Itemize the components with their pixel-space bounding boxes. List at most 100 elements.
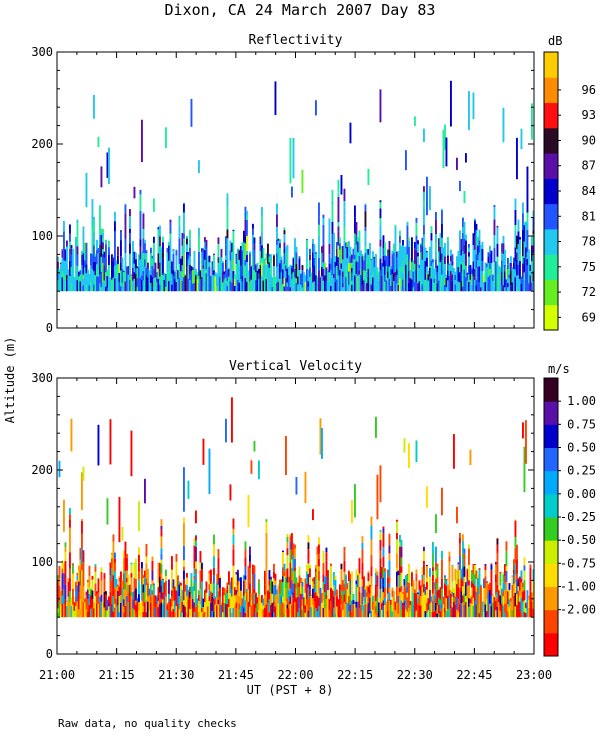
data-cell xyxy=(265,580,268,595)
data-cell xyxy=(529,564,532,568)
data-cell xyxy=(64,542,67,548)
data-cell xyxy=(330,581,332,588)
data-cell xyxy=(313,577,316,585)
data-cell xyxy=(340,563,343,570)
data-cell xyxy=(367,276,370,292)
data-cell xyxy=(432,567,434,572)
data-cell xyxy=(396,532,398,540)
data-cell xyxy=(76,246,79,255)
data-cell xyxy=(63,244,65,261)
data-cell xyxy=(244,259,247,266)
data-cell xyxy=(301,599,304,606)
data-cell xyxy=(366,282,368,292)
data-cell xyxy=(259,607,262,618)
data-cell xyxy=(229,260,232,273)
data-streak xyxy=(405,150,407,171)
data-cell xyxy=(358,285,361,292)
data-cell xyxy=(427,270,430,275)
data-cell xyxy=(454,280,457,285)
data-cell xyxy=(400,267,403,272)
data-streak xyxy=(253,440,256,452)
data-cell xyxy=(246,219,248,236)
data-cell xyxy=(514,519,517,521)
data-cell xyxy=(351,267,353,273)
data-cell xyxy=(75,591,77,597)
data-streak xyxy=(247,495,250,528)
data-cell xyxy=(408,270,410,283)
data-cell xyxy=(478,580,481,595)
data-cell xyxy=(265,553,268,570)
data-cell xyxy=(298,575,301,583)
colorbar-swatch xyxy=(544,127,558,154)
data-cell xyxy=(394,232,397,248)
data-cell xyxy=(441,237,443,254)
data-cell xyxy=(282,596,284,603)
data-cell xyxy=(297,284,299,292)
data-cell xyxy=(220,271,223,278)
data-cell xyxy=(333,277,335,292)
data-cell xyxy=(235,589,238,595)
data-cell xyxy=(487,256,490,264)
data-cell xyxy=(157,229,160,243)
data-cell xyxy=(198,282,200,292)
data-cell xyxy=(79,599,82,609)
data-cell xyxy=(357,575,359,588)
data-cell xyxy=(489,603,491,618)
data-cell xyxy=(247,578,250,590)
data-cell xyxy=(343,207,346,216)
data-cell xyxy=(375,268,377,285)
data-cell xyxy=(456,571,458,576)
data-cell xyxy=(363,605,365,618)
data-cell xyxy=(411,572,413,583)
data-cell xyxy=(529,567,532,582)
data-cell xyxy=(325,576,328,585)
data-cell xyxy=(369,613,371,618)
data-cell xyxy=(315,565,317,569)
data-cell xyxy=(115,269,118,278)
data-cell xyxy=(82,601,85,618)
data-cell xyxy=(465,584,467,596)
data-cell xyxy=(280,272,283,286)
data-cell xyxy=(502,596,505,606)
data-cell xyxy=(138,571,140,580)
data-cell xyxy=(99,235,101,245)
data-cell xyxy=(171,611,173,618)
data-cell xyxy=(477,260,479,267)
data-cell xyxy=(399,560,401,576)
data-cell xyxy=(93,231,95,246)
data-cell xyxy=(217,243,220,258)
data-cell xyxy=(253,593,256,604)
data-cell xyxy=(387,271,389,279)
data-cell xyxy=(355,580,358,585)
data-cell xyxy=(387,254,389,272)
data-cell xyxy=(382,528,385,534)
data-cell xyxy=(258,579,260,582)
data-cell xyxy=(492,594,494,596)
data-cell xyxy=(219,276,221,292)
data-cell xyxy=(322,562,325,575)
data-cell xyxy=(139,239,142,247)
data-cell xyxy=(373,258,376,268)
data-cell xyxy=(478,229,481,241)
data-cell xyxy=(496,552,499,561)
data-cell xyxy=(414,263,416,270)
data-cell xyxy=(279,243,281,248)
data-cell xyxy=(466,580,469,586)
data-cell xyxy=(76,219,79,224)
data-cell xyxy=(472,597,475,606)
data-cell xyxy=(493,219,496,236)
data-cell xyxy=(99,223,101,236)
data-cell xyxy=(199,270,202,279)
data-cell xyxy=(336,248,338,256)
colorbar-swatch xyxy=(544,609,558,634)
data-cell xyxy=(141,562,143,569)
data-cell xyxy=(253,573,256,589)
data-cell xyxy=(67,269,70,276)
data-cell xyxy=(217,549,220,559)
data-cell xyxy=(462,567,464,582)
data-cell xyxy=(112,589,115,597)
data-cell xyxy=(69,508,71,515)
data-cell xyxy=(415,218,418,223)
data-cell xyxy=(193,611,196,618)
data-cell xyxy=(340,246,343,249)
